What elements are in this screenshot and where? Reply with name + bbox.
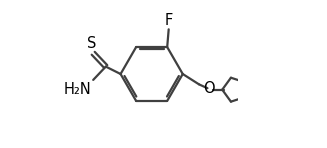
Text: O: O [203,81,215,96]
Text: H₂N: H₂N [64,82,92,97]
Text: S: S [87,36,97,51]
Text: F: F [164,13,173,28]
